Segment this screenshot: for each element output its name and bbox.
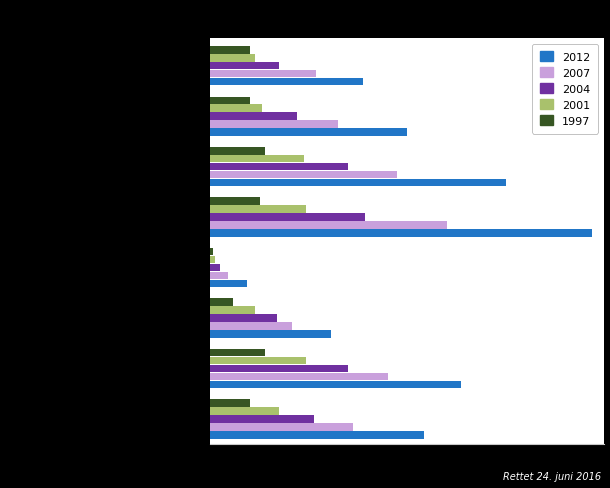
Bar	[210, 71, 316, 78]
Bar	[210, 373, 387, 381]
Bar	[210, 171, 397, 179]
Bar	[210, 423, 353, 431]
Legend: 2012, 2007, 2004, 2001, 1997: 2012, 2007, 2004, 2001, 1997	[532, 44, 598, 134]
Bar	[210, 121, 339, 129]
Bar	[210, 299, 232, 306]
Bar	[210, 415, 314, 423]
Bar	[210, 264, 220, 272]
Bar	[210, 214, 365, 222]
Bar	[210, 315, 277, 322]
Bar	[210, 222, 447, 229]
Bar	[210, 248, 213, 256]
Bar	[210, 400, 250, 407]
Bar	[210, 256, 215, 264]
Bar	[210, 97, 250, 105]
Bar	[210, 306, 255, 314]
Text: Rettet 24. juni 2016: Rettet 24. juni 2016	[503, 471, 601, 481]
Bar	[210, 323, 292, 330]
Bar	[210, 47, 250, 55]
Bar	[210, 148, 265, 155]
Bar	[210, 230, 592, 237]
Bar	[210, 79, 363, 86]
Bar	[210, 431, 425, 439]
Bar	[210, 163, 348, 171]
Bar	[210, 206, 306, 214]
Bar	[210, 63, 279, 70]
Bar	[210, 105, 262, 113]
Bar	[210, 55, 255, 62]
Bar	[210, 129, 407, 137]
Bar	[210, 180, 506, 187]
Bar	[210, 365, 348, 372]
Bar	[210, 280, 247, 287]
Bar	[210, 349, 265, 357]
Bar	[210, 407, 279, 415]
Bar	[210, 330, 331, 338]
Bar	[210, 357, 306, 365]
Bar	[210, 198, 260, 205]
Bar	[210, 272, 228, 280]
Bar	[210, 113, 296, 121]
Bar	[210, 156, 304, 163]
Bar	[210, 381, 461, 388]
